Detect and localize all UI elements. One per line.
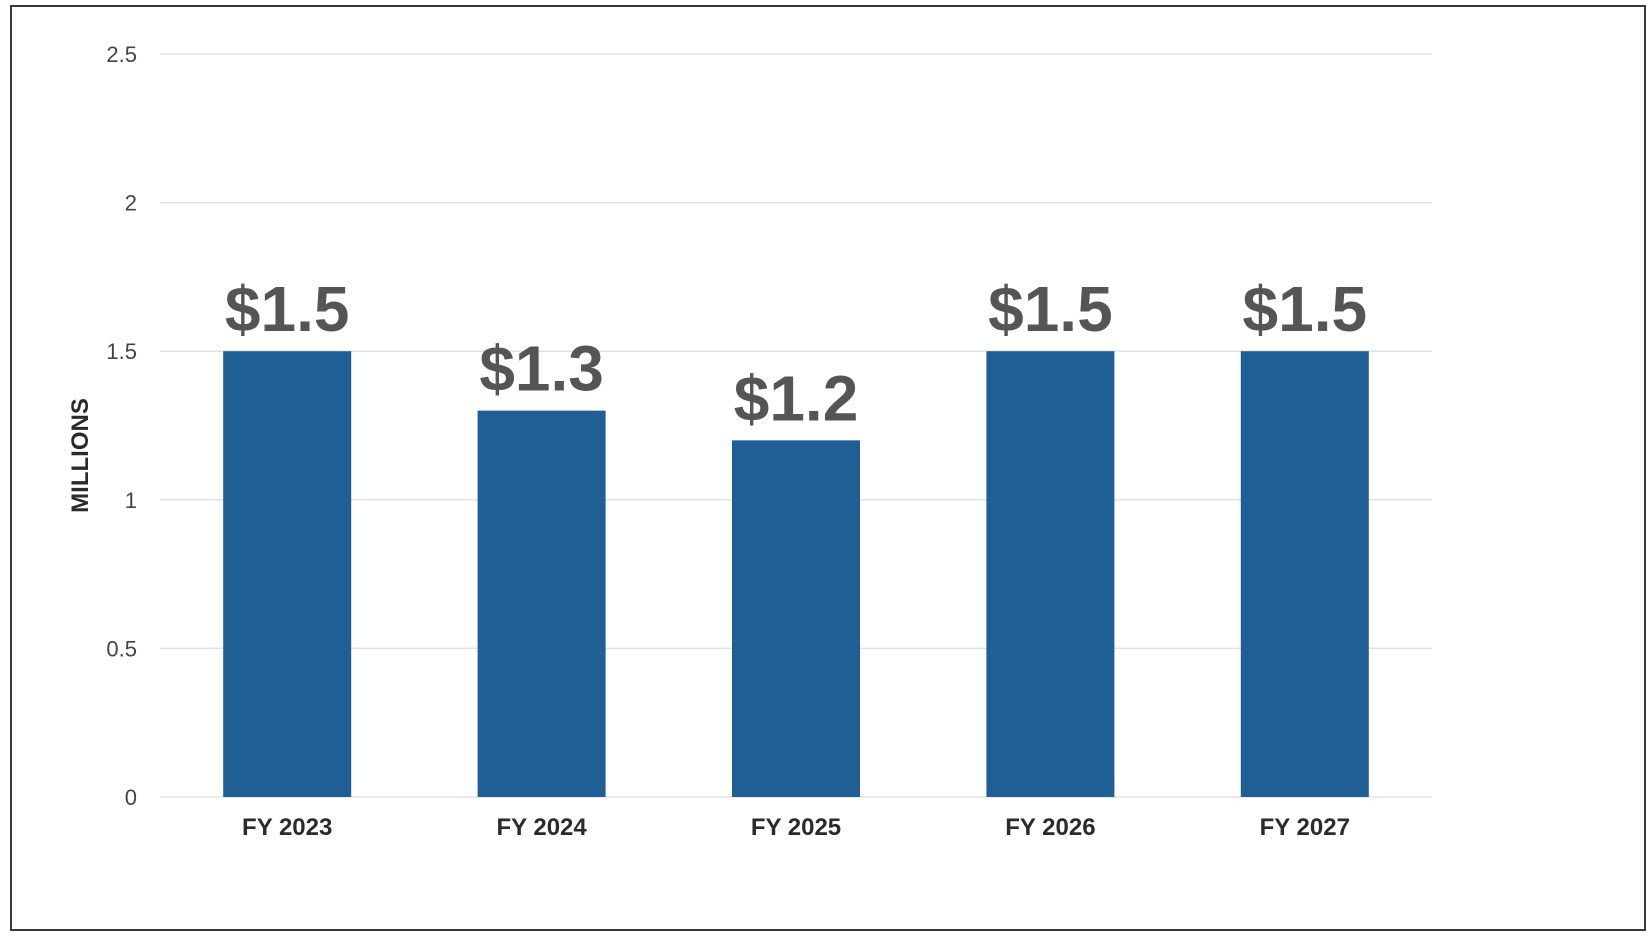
bar [732,440,860,797]
bar-value-label: $1.2 [734,362,859,434]
bar-value-label: $1.5 [1243,273,1368,345]
bar-chart: 0 0.5 1 1.5 2 2.5 $1.5 $1.3 $1.2 $1.5 $1.5 FY 202… [67,42,1432,841]
bar-value-label: $1.3 [479,333,604,405]
bar [986,351,1115,797]
bar-value-label: $1.5 [988,273,1113,345]
x-category-label: FY 2026 [1005,814,1095,841]
bars [223,351,1369,797]
x-category-label: FY 2023 [242,814,332,841]
y-tick-label: 2.5 [106,42,137,67]
bar [223,351,352,797]
y-tick-label: 2 [125,191,137,216]
x-category-label: FY 2025 [751,814,841,841]
data-labels: $1.5 $1.3 $1.2 $1.5 $1.5 [225,273,1367,434]
x-category-label: FY 2027 [1260,814,1350,841]
y-tick-label: 0 [125,785,137,810]
bar [1240,351,1369,797]
x-axis-categories: FY 2023 FY 2024 FY 2025 FY 2026 FY 2027 [242,814,1350,841]
x-category-label: FY 2024 [496,814,587,841]
y-axis-title: MILLIONS [67,398,94,513]
y-tick-label: 1.5 [106,339,137,364]
bar-value-label: $1.5 [225,273,350,345]
y-tick-label: 0.5 [106,636,137,661]
y-tick-label: 1 [125,488,137,513]
bar [477,410,606,797]
y-axis-ticks: 0 0.5 1 1.5 2 2.5 [106,42,137,810]
chart-frame: 0 0.5 1 1.5 2 2.5 $1.5 $1.3 $1.2 $1.5 $1.5 FY 202… [10,5,1646,931]
